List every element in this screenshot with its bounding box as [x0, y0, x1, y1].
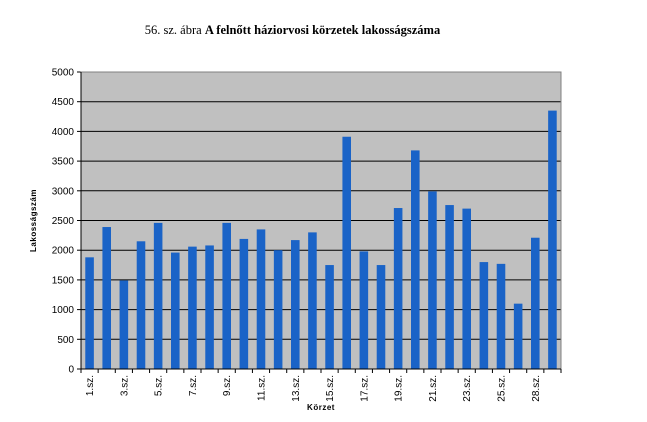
y-tick-label: 0 — [68, 365, 74, 376]
x-tick-label: 3.sz. — [119, 375, 130, 396]
x-tick-label: 1.sz. — [85, 375, 96, 396]
x-tick-label: 9.sz. — [222, 375, 233, 396]
title-prefix: 56. sz. ábra — [144, 23, 205, 37]
x-tick-label: 11.sz. — [257, 375, 268, 401]
x-tick-label: 17.sz. — [359, 375, 370, 402]
bar — [308, 232, 317, 369]
bar — [325, 265, 334, 369]
bars — [85, 110, 557, 370]
bar — [359, 251, 369, 369]
x-tick-label: 7.sz. — [188, 375, 199, 396]
bar — [273, 250, 283, 369]
bar — [85, 257, 94, 369]
bar — [136, 241, 146, 369]
bar — [411, 150, 420, 369]
x-tick-label: 5.sz. — [154, 375, 165, 396]
y-tick-label: 5000 — [52, 68, 75, 79]
bar — [428, 191, 437, 369]
y-tick-label: 4500 — [52, 97, 75, 108]
bar — [256, 229, 266, 369]
bar — [205, 245, 214, 369]
bar — [153, 222, 163, 369]
chart-title: 56. sz. ábra A felnőtt háziorvosi körzet… — [0, 23, 585, 38]
y-tick-label: 1500 — [52, 275, 75, 286]
y-tick-label: 500 — [57, 335, 74, 346]
title-bold: A felnőtt háziorvosi körzetek lakosságsz… — [204, 23, 441, 37]
bar — [445, 205, 454, 369]
y-tick-label: 4000 — [52, 127, 75, 138]
x-axis-label: Körzet — [307, 403, 335, 412]
bar — [291, 240, 300, 369]
bar — [462, 208, 471, 369]
x-tick-label: 15.sz. — [325, 375, 336, 402]
bar — [119, 280, 129, 369]
bar — [239, 238, 249, 369]
x-tick-label: 19.sz. — [394, 375, 405, 402]
bar — [171, 252, 180, 369]
x-tick-label: 13.sz. — [291, 375, 302, 402]
y-tick-label: 3000 — [52, 186, 75, 197]
y-tick-labels: 0 500 1000 1500 2000 2500 3000 3500 4000 4500 5000 — [52, 68, 75, 376]
bar — [548, 110, 557, 370]
bar — [479, 262, 489, 369]
x-tick-label: 28.sz. — [531, 375, 542, 402]
y-tick-label: 2500 — [52, 216, 75, 227]
x-tick-label: 25.sz. — [497, 375, 508, 402]
bar — [188, 246, 197, 369]
bar — [376, 265, 386, 369]
bar — [531, 237, 540, 369]
x-tick-label: 23.sz. — [462, 375, 473, 402]
bar — [496, 263, 506, 369]
y-axis-label: Lakosságszám — [29, 189, 38, 252]
x-tick-label: 21.sz. — [428, 375, 439, 402]
y-tick-label: 1000 — [52, 305, 75, 316]
y-tick-label: 3500 — [52, 157, 75, 168]
bar — [222, 222, 231, 369]
bar — [513, 303, 523, 369]
bar — [102, 227, 111, 369]
y-tick-label: 2000 — [52, 246, 75, 257]
bar — [342, 136, 351, 369]
bar — [393, 208, 403, 369]
x-tick-labels: 1.sz. 3.sz. 5.sz. 7.sz. 9.sz. 11.sz. 13.sz. 15.… — [80, 369, 562, 402]
